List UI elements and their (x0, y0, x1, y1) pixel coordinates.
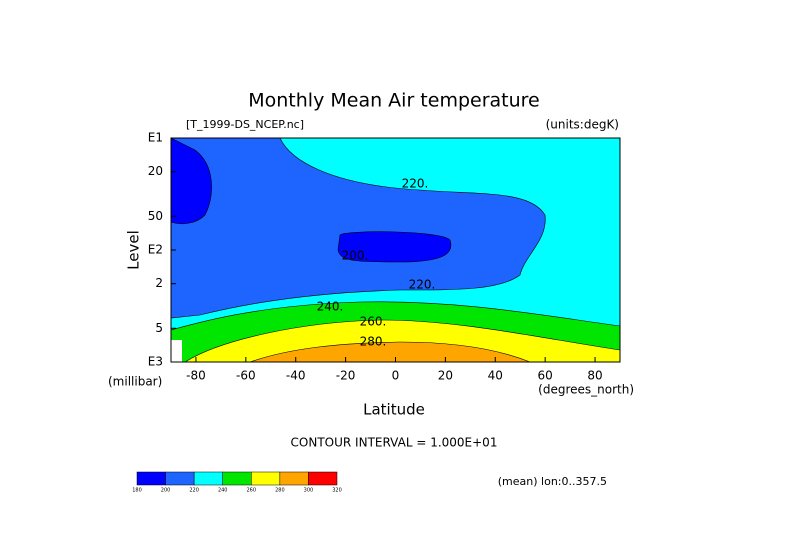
x-tick-label: 0 (392, 369, 400, 383)
colorbar-box (251, 471, 281, 486)
contour-label: 220. (402, 177, 429, 191)
contour-label: 200. (342, 249, 369, 263)
missing-data (171, 340, 182, 362)
units-label: (units:degK) (546, 118, 619, 132)
contour-label: 260. (360, 315, 387, 329)
footnote: (mean) lon:0..357.5 (498, 475, 607, 488)
colorbar-box (136, 471, 166, 486)
colorbar-label: 240 (218, 488, 228, 494)
subtitle: [T_1999-DS_NCEP.nc] (186, 118, 304, 131)
colorbar-box (222, 471, 252, 486)
colorbar-box (308, 471, 338, 486)
contour-fill (337, 231, 452, 263)
x-axis-label: Latitude (363, 401, 425, 419)
y-tick-label: E2 (148, 243, 163, 257)
colorbar-label: 180 (132, 488, 142, 494)
y-tick-label: E1 (148, 131, 163, 145)
contour-label: 280. (360, 335, 387, 349)
x-tick-label: 40 (488, 369, 503, 383)
colorbar-box (165, 471, 195, 486)
contour-fill (170, 137, 546, 319)
chart-title: Monthly Mean Air temperature (248, 90, 539, 112)
y-tick-label: 50 (148, 209, 163, 223)
x-tick-label: -80 (186, 369, 206, 383)
contour-fill (249, 341, 531, 363)
y-tick-label: 5 (155, 321, 163, 335)
y-tick-label: E3 (148, 355, 163, 369)
y-tick-label: 2 (155, 276, 163, 290)
contour-interval: CONTOUR INTERVAL = 1.000E+01 (291, 436, 498, 450)
colorbar-label: 300 (304, 488, 314, 494)
contour-fill (170, 137, 212, 225)
y-axis-label: Level (125, 230, 143, 270)
x-tick-label: 20 (438, 369, 453, 383)
contour-label: 240. (317, 300, 344, 314)
y-tick-label: 20 (148, 164, 163, 178)
colorbar-label: 220 (189, 488, 199, 494)
x-tick-label: -60 (236, 369, 256, 383)
colorbar-label: 280 (275, 488, 285, 494)
x-axis-units: (degrees_north) (538, 383, 634, 397)
colorbar-label: 200 (161, 488, 171, 494)
x-tick-label: -40 (286, 369, 306, 383)
colorbar-label: 260 (247, 488, 257, 494)
x-tick-label: 60 (538, 369, 553, 383)
y-axis-units: (millibar) (108, 375, 162, 389)
colorbar-box (279, 471, 309, 486)
x-tick-label: -20 (336, 369, 356, 383)
colorbar-box (193, 471, 223, 486)
colorbar-label: 320 (332, 488, 342, 494)
x-tick-label: 80 (587, 369, 602, 383)
contour-label: 220. (409, 278, 436, 292)
